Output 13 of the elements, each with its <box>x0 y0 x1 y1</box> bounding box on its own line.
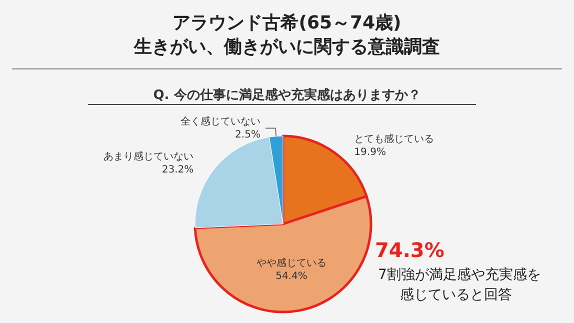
slice-label: 全く感じていない <box>180 115 260 128</box>
text: 74.3% <box>375 238 444 262</box>
data-label: 19.9% <box>354 147 386 158</box>
slice-label: やや感じている <box>256 257 327 270</box>
data-label: 54.4% <box>276 271 308 282</box>
text: 7割強が満足感や充実感を <box>378 267 541 283</box>
slice-label: あまり感じていない <box>104 150 194 162</box>
text: 感じていると回答 <box>400 287 512 303</box>
chart-title: アラウンド古希(65～74歳) 生きがい、働きがいに関する意識調査 <box>133 12 440 58</box>
data-label: 2.5% <box>235 129 260 140</box>
data-label: 23.2% <box>162 164 194 176</box>
chart-subtitle: Q. 今の仕事に満足感や充実感はありますか？ <box>153 87 421 103</box>
slice-label: とても感じている <box>354 133 434 146</box>
